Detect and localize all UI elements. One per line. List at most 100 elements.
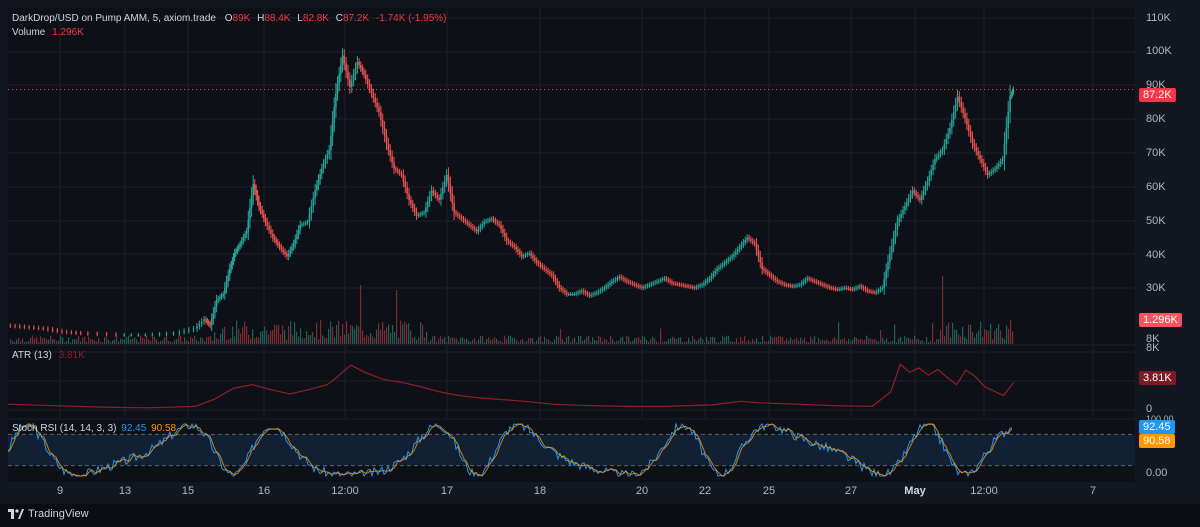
candle-body — [71, 332, 73, 333]
candle-body — [842, 288, 844, 289]
candle-body — [960, 102, 962, 107]
candle-body — [696, 287, 698, 288]
candle-body — [724, 263, 726, 265]
candle-body — [277, 242, 279, 244]
stoch-axis[interactable]: 100.00 0.00 92.45 90.58 — [1136, 420, 1200, 482]
tradingview-logo[interactable]: TradingView — [8, 508, 89, 520]
candle-body — [323, 164, 325, 169]
volume-bar — [646, 340, 647, 344]
volume-bar — [940, 330, 941, 344]
candle-body — [643, 287, 645, 288]
candle-body — [33, 327, 35, 328]
candle-body — [874, 292, 876, 293]
atr-line — [8, 364, 1014, 408]
candle-body — [203, 319, 205, 321]
price-pane[interactable]: DarkDrop/USD on Pump AMM, 5, axiom.trade… — [8, 8, 1135, 344]
volume-bar — [922, 340, 923, 344]
candle-body — [808, 278, 810, 279]
candle-body — [290, 250, 292, 253]
candle-body — [983, 163, 985, 167]
stoch-d-value: 90.58 — [151, 423, 176, 434]
volume-bar — [768, 341, 769, 344]
stoch-rsi-pane[interactable]: Stoch RSI (14, 14, 3, 3) 92.45 90.58 — [8, 420, 1135, 482]
time-axis[interactable]: 9 13 15 16 12:00 17 18 20 22 25 27 May 1… — [8, 482, 1135, 502]
candle-body — [673, 283, 675, 284]
volume-bar — [534, 342, 535, 344]
volume-bar — [888, 342, 889, 344]
candle-body — [955, 104, 957, 112]
volume-bar — [138, 342, 139, 344]
volume-bar — [172, 342, 173, 344]
candle-body — [605, 286, 607, 288]
symbol-title[interactable]: DarkDrop/USD on Pump AMM, 5, axiom.trade — [12, 13, 216, 24]
candle-body — [589, 294, 591, 295]
candle-body — [337, 84, 339, 93]
candle-body — [314, 191, 316, 199]
candle-body — [966, 118, 968, 124]
volume-bar — [278, 325, 279, 344]
atr-axis[interactable]: 8K 0 3.81K — [1136, 346, 1200, 418]
volume-bar — [638, 337, 639, 344]
candle-body — [852, 289, 854, 290]
price-axis[interactable]: 110K 100K 90K 80K 70K 60K 50K 40K 30K 8K… — [1136, 8, 1200, 344]
candle-body — [692, 287, 694, 288]
volume-bar — [570, 342, 571, 344]
volume-bar — [804, 338, 805, 344]
open-value: 89K — [233, 13, 251, 24]
volume-bar — [32, 336, 33, 344]
volume-bar — [384, 330, 385, 344]
candle-body — [713, 274, 715, 276]
volume-bar — [142, 338, 143, 344]
candle-body — [436, 195, 438, 197]
volume-bar — [288, 326, 289, 344]
volume-bar — [834, 337, 835, 344]
volume-bar — [372, 336, 373, 344]
candle-body — [686, 286, 688, 287]
candle-body — [921, 195, 923, 200]
stoch-label[interactable]: Stoch RSI (14, 14, 3, 3) — [12, 423, 117, 434]
candle-body — [14, 326, 16, 327]
volume-label[interactable]: Volume — [12, 27, 45, 38]
volume-bar — [270, 331, 271, 344]
candle-body — [959, 96, 961, 101]
candle-body — [564, 291, 566, 293]
atr-pane[interactable]: ATR (13) 3.81K — [8, 346, 1135, 418]
candle-body — [662, 279, 664, 280]
volume-bar — [460, 338, 461, 344]
volume-bar — [908, 338, 909, 344]
volume-bar — [158, 342, 159, 344]
volume-bar — [784, 341, 785, 344]
candle-body — [786, 285, 788, 286]
volume-bar — [242, 327, 243, 344]
volume-bar — [656, 341, 657, 344]
candle-body — [666, 278, 668, 279]
volume-bar — [194, 336, 195, 344]
volume-bar — [578, 336, 579, 344]
volume-bar — [770, 336, 771, 344]
candle-body — [743, 242, 745, 244]
volume-bar — [286, 339, 287, 344]
volume-bar — [338, 321, 339, 344]
volume-bar — [892, 341, 893, 344]
volume-bar — [282, 326, 283, 344]
volume-bar — [840, 340, 841, 344]
candle-body — [906, 202, 908, 206]
volume-bar — [776, 337, 777, 344]
candle-body — [251, 196, 253, 208]
candle-body — [615, 279, 617, 280]
candle-body — [66, 332, 68, 333]
candle-body — [968, 125, 970, 131]
candle-body — [938, 154, 940, 156]
candle-body — [722, 264, 724, 266]
candle-body — [979, 155, 981, 159]
volume-bar — [108, 340, 109, 344]
volume-bar — [876, 341, 877, 344]
atr-label[interactable]: ATR (13) — [12, 350, 52, 361]
candle-body — [207, 321, 209, 323]
volume-bar — [1012, 331, 1013, 344]
volume-bar — [970, 325, 971, 344]
volume-bar — [962, 327, 963, 344]
price-legend: DarkDrop/USD on Pump AMM, 5, axiom.trade… — [12, 13, 447, 24]
volume-bar — [264, 327, 265, 344]
volume-bar — [604, 339, 605, 344]
